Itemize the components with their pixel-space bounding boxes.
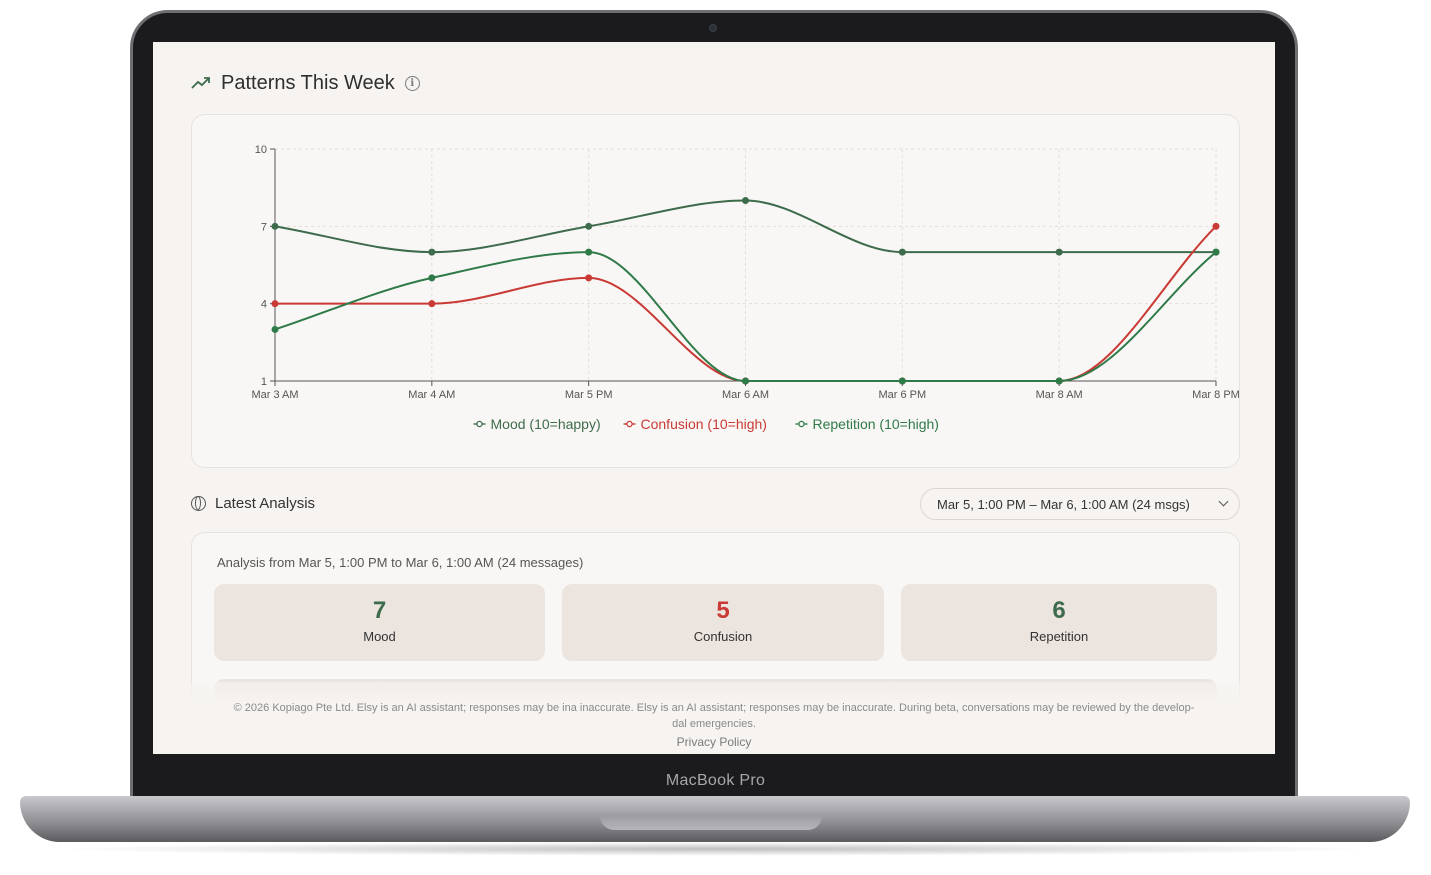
data-point-2 [271, 325, 279, 333]
range-select-value: Mar 5, 1:00 PM – Mar 6, 1:00 AM (24 msgs… [937, 496, 1190, 512]
metric-tile-mood: 7 Mood [214, 584, 545, 661]
analysis-title-label: Latest Analysis [215, 495, 316, 512]
legend-marker [626, 420, 633, 428]
page-title: Patterns This Week [221, 71, 395, 94]
legend-marker [798, 420, 805, 428]
x-tick-label: Mar 8 PM [1192, 389, 1240, 401]
analysis-header: Latest Analysis Mar 5, 1:00 PM – Mar 6, … [191, 488, 1240, 522]
data-point-1 [271, 300, 279, 308]
patterns-chart: 1 4 7 10 Mar 3 AM Mar 4 AM Mar 5 PM Mar 6 AM Mar… [251, 144, 1240, 432]
data-point-1 [1212, 222, 1220, 230]
x-tick-label: Mar 4 AM [408, 389, 455, 401]
globe-icon [191, 496, 206, 511]
y-tick-label: 7 [261, 221, 267, 233]
metric-value: 7 [372, 597, 387, 624]
metric-label: Repetition [1029, 629, 1089, 644]
privacy-policy-link[interactable]: Privacy Policy [676, 735, 752, 749]
footer-disclaimer: © 2026 Kopiago Pte Ltd. Elsy is an AI as… [233, 702, 1195, 714]
x-tick-label: Mar 6 PM [878, 389, 926, 401]
data-point-2 [1212, 248, 1220, 256]
y-tick-label: 10 [255, 144, 267, 156]
data-point-2 [1055, 377, 1063, 385]
x-tick-label: Mar 8 AM [1036, 389, 1083, 401]
metric-value: 5 [716, 597, 730, 624]
range-select[interactable]: Mar 5, 1:00 PM – Mar 6, 1:00 AM (24 msgs… [920, 488, 1240, 520]
metric-label: Mood [363, 629, 396, 644]
x-tick-label: Mar 5 PM [565, 389, 613, 401]
chart-card: 1 4 7 10 Mar 3 AM Mar 4 AM Mar 5 PM Mar 6 AM Mar… [191, 114, 1240, 468]
y-tick-label: 4 [261, 299, 267, 311]
metric-tile-repetition: 6 Repetition [901, 584, 1217, 661]
trend-up-icon [191, 77, 210, 89]
laptop-base-notch [600, 816, 822, 830]
laptop-shadow [50, 842, 1380, 856]
metric-label: Confusion [693, 629, 753, 644]
metric-tile-confusion: 5 Confusion [562, 584, 884, 661]
x-tick-label: Mar 6 AM [722, 389, 769, 401]
data-point-0 [428, 248, 436, 256]
x-tick-label: Mar 3 AM [251, 389, 298, 401]
chevron-down-icon [1218, 496, 1229, 507]
data-point-2 [898, 377, 906, 385]
footer: © 2026 Kopiago Pte Ltd. Elsy is an AI as… [153, 682, 1275, 754]
data-point-2 [428, 274, 436, 282]
y-tick-label: 1 [261, 376, 267, 388]
data-point-1 [585, 274, 593, 282]
info-icon[interactable]: i [404, 75, 420, 91]
legend-label: Confusion (10=high) [641, 416, 767, 432]
data-point-0 [742, 197, 749, 205]
metric-value: 6 [1052, 597, 1066, 624]
data-point-0 [898, 248, 906, 256]
device-brand-label: MacBook Pro [665, 772, 766, 789]
legend-label: Mood (10=happy) [491, 416, 601, 432]
analysis-title: Latest Analysis [191, 495, 315, 512]
patterns-header: Patterns This Week i [191, 68, 420, 98]
data-point-0 [1055, 248, 1063, 256]
footer-disclaimer-continued: dal emergencies. [672, 718, 756, 730]
legend-label: Repetition (10=high) [813, 416, 939, 432]
data-point-2 [742, 377, 749, 385]
data-point-0 [585, 222, 593, 230]
screen: Patterns This Week i 1 4 7 10 Mar 3 AM Mar 4 … [153, 42, 1275, 754]
camera-icon [709, 24, 717, 32]
data-point-1 [428, 300, 436, 308]
data-point-0 [271, 222, 279, 230]
data-point-2 [585, 248, 593, 256]
legend-marker [476, 420, 483, 428]
analysis-caption: Analysis from Mar 5, 1:00 PM to Mar 6, 1… [217, 555, 584, 570]
